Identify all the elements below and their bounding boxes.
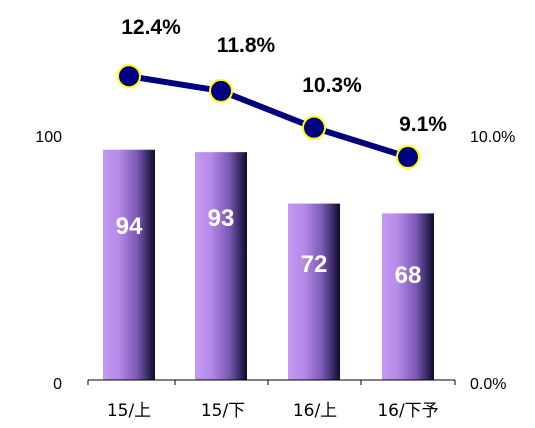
bar-value-label: 93 [208,205,235,232]
line-point [209,78,233,103]
line-series-path [128,73,409,160]
right-axis-tick-top: 10.0% [470,129,515,146]
category-label: 16/上 [293,401,337,421]
bar [288,203,340,380]
bar-value-label: 94 [116,213,143,240]
line-point [117,64,141,89]
line-value-label: 9.1% [399,113,447,136]
line-value-label: 11.8% [217,34,276,57]
left-axis-tick-bottom: 0 [53,376,62,393]
category-label: 15/下 [201,401,245,421]
bar-value-label: 68 [395,262,422,289]
line-value-label: 12.4% [121,16,181,39]
line-value-label: 10.3% [302,74,362,97]
bar [195,152,247,380]
bar [103,149,155,380]
left-axis-tick-top: 100 [35,129,62,146]
category-label: 16/下予 [377,401,438,421]
bar [382,213,434,380]
line-point [396,145,420,170]
right-axis-tick-bottom: 0.0% [470,376,506,393]
line-point [302,115,326,140]
bar-value-label: 72 [301,251,328,278]
category-label: 15/上 [107,401,151,421]
